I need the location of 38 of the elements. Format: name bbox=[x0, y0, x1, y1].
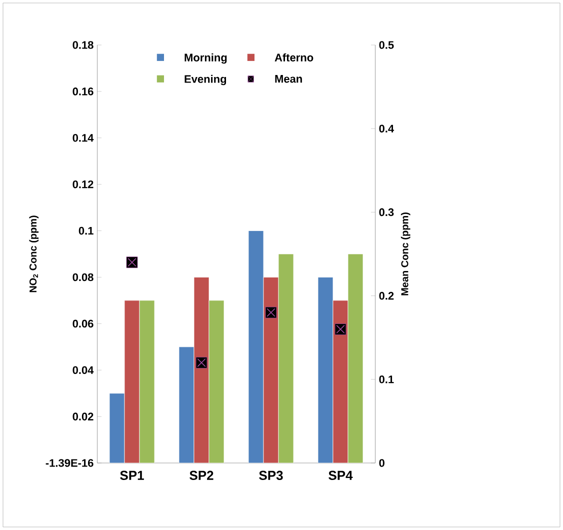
y2-tick-label: 0.5 bbox=[379, 41, 394, 49]
y-tick-label: 0.04 bbox=[72, 366, 94, 374]
y-tick-label: 0.12 bbox=[72, 180, 94, 188]
legend-label: Evening bbox=[184, 74, 226, 86]
bar bbox=[194, 277, 210, 463]
y2-tick-label: 0 bbox=[379, 459, 384, 467]
legend-label: Mean bbox=[275, 75, 302, 83]
x-tick-label: SP3 bbox=[259, 470, 283, 480]
y-tick-label: 0.18 bbox=[72, 41, 94, 49]
x-tick-label: SP1 bbox=[120, 470, 144, 480]
bar bbox=[139, 300, 155, 463]
y2-tick-label: 0.4 bbox=[379, 124, 394, 132]
y2-tick-label: 0.3 bbox=[379, 208, 394, 216]
y-tick-label: 0.1 bbox=[78, 226, 94, 235]
legend-label: Afterno bbox=[274, 53, 314, 62]
x-tick-label: SP2 bbox=[190, 470, 214, 480]
x-tick-label: SP4 bbox=[328, 470, 353, 480]
y-tick-label: 0.14 bbox=[72, 134, 94, 142]
y2-tick-label: 0.1 bbox=[379, 376, 394, 384]
bar bbox=[348, 254, 364, 463]
bar bbox=[109, 393, 125, 463]
bar bbox=[124, 300, 140, 463]
y-tick-label: 0.08 bbox=[72, 273, 94, 282]
y-tick-label: 0.16 bbox=[72, 88, 94, 96]
bar bbox=[178, 346, 194, 463]
y-tick-label: 0.06 bbox=[72, 320, 94, 328]
bar bbox=[318, 277, 334, 463]
y2-axis-title: Mean Conc (ppm) bbox=[400, 212, 410, 296]
y-axis-title: NO$_{2}$ Conc (ppm) bbox=[29, 216, 39, 292]
bar bbox=[332, 300, 348, 463]
bar bbox=[248, 230, 264, 463]
bar bbox=[208, 300, 224, 463]
y-tick-label: -1.39E-16 bbox=[46, 459, 94, 467]
bar bbox=[278, 254, 294, 463]
legend-label: Morning bbox=[184, 53, 227, 64]
bar bbox=[263, 277, 279, 463]
y2-tick-label: 0.2 bbox=[379, 292, 394, 300]
y-tick-label: 0.02 bbox=[72, 412, 94, 420]
